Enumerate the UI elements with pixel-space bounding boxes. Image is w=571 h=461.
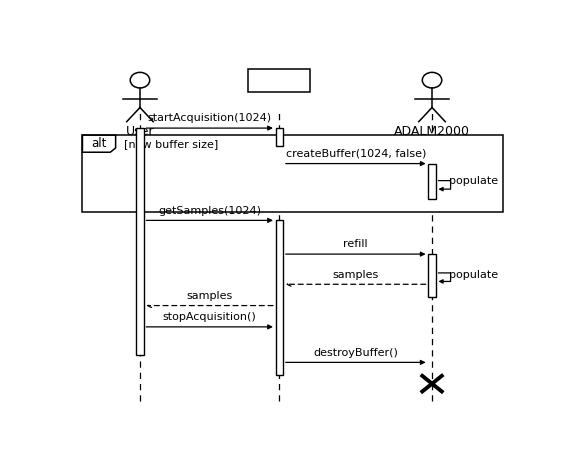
Bar bbox=[82, 135, 503, 212]
Text: stopAcquisition(): stopAcquisition() bbox=[163, 312, 256, 322]
Text: alt: alt bbox=[91, 137, 107, 150]
Text: samples: samples bbox=[187, 291, 233, 301]
Bar bbox=[248, 69, 311, 92]
Bar bbox=[276, 128, 283, 146]
Bar bbox=[428, 254, 436, 297]
Bar bbox=[276, 220, 283, 375]
Text: populate: populate bbox=[449, 271, 498, 280]
Text: populate: populate bbox=[449, 177, 498, 186]
Text: refill: refill bbox=[343, 239, 368, 249]
Text: startAcquisition(1024): startAcquisition(1024) bbox=[147, 113, 272, 124]
Text: ADALM2000: ADALM2000 bbox=[394, 125, 470, 138]
Text: destroyBuffer(): destroyBuffer() bbox=[313, 348, 398, 358]
Text: samples: samples bbox=[332, 270, 379, 280]
Polygon shape bbox=[82, 135, 115, 152]
Text: :DeviceIn: :DeviceIn bbox=[250, 74, 309, 87]
Text: getSamples(1024): getSamples(1024) bbox=[158, 206, 261, 216]
Bar bbox=[136, 128, 143, 355]
Text: [new buffer size]: [new buffer size] bbox=[124, 139, 219, 149]
Text: createBuffer(1024, false): createBuffer(1024, false) bbox=[286, 149, 426, 159]
Text: User: User bbox=[126, 125, 154, 138]
Bar bbox=[428, 164, 436, 199]
